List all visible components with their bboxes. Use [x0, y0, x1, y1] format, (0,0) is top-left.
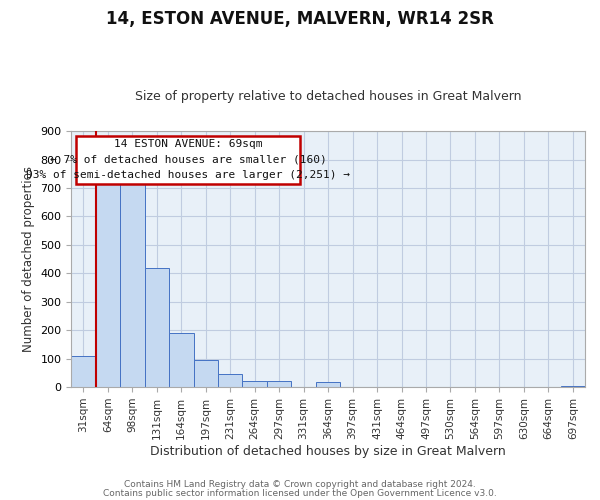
Title: Size of property relative to detached houses in Great Malvern: Size of property relative to detached ho… [135, 90, 521, 104]
Bar [267, 381, 292, 387]
Bar [120, 174, 145, 387]
Bar [71, 356, 95, 387]
X-axis label: Distribution of detached houses by size in Great Malvern: Distribution of detached houses by size … [150, 444, 506, 458]
Bar [316, 382, 340, 387]
FancyBboxPatch shape [76, 136, 300, 184]
Text: 14, ESTON AVENUE, MALVERN, WR14 2SR: 14, ESTON AVENUE, MALVERN, WR14 2SR [106, 10, 494, 28]
Bar [95, 174, 120, 387]
Bar [194, 360, 218, 387]
Bar [560, 386, 585, 387]
Bar [242, 381, 267, 387]
Text: Contains HM Land Registry data © Crown copyright and database right 2024.: Contains HM Land Registry data © Crown c… [124, 480, 476, 489]
Bar [145, 268, 169, 387]
Bar [169, 333, 194, 387]
Y-axis label: Number of detached properties: Number of detached properties [22, 166, 35, 352]
Bar [218, 374, 242, 387]
Text: 14 ESTON AVENUE: 69sqm
← 7% of detached houses are smaller (160)
93% of semi-det: 14 ESTON AVENUE: 69sqm ← 7% of detached … [26, 140, 350, 180]
Text: Contains public sector information licensed under the Open Government Licence v3: Contains public sector information licen… [103, 489, 497, 498]
